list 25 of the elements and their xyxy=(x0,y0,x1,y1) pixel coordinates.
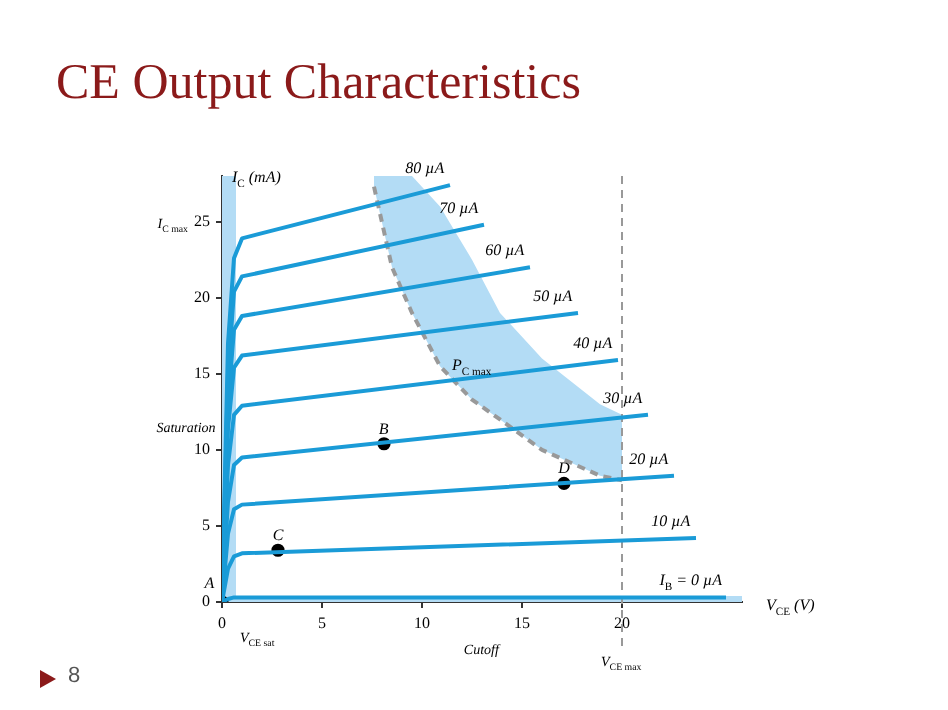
series-label: 30 µA xyxy=(601,388,643,407)
series-label: 80 µA xyxy=(405,159,445,178)
y-tick-label: 15 xyxy=(194,363,210,382)
y-tick-label: 0 xyxy=(202,592,210,611)
x-tick-label: 10 xyxy=(414,613,430,632)
x-tick-label: 15 xyxy=(514,613,530,632)
x-tick-label: 0 xyxy=(218,613,226,632)
annotation: D xyxy=(556,459,571,478)
y-tick-label: 25 xyxy=(194,211,210,230)
text: 8 xyxy=(68,664,81,688)
y-tick-label: 20 xyxy=(194,287,210,306)
series-label: 70 µA xyxy=(439,198,479,217)
y-tick-label: 5 xyxy=(202,516,210,535)
series-label: 50 µA xyxy=(533,286,573,305)
annotation: C xyxy=(272,526,285,545)
annotation: B xyxy=(378,419,389,438)
x-tick-label: 5 xyxy=(318,613,326,632)
chart-title: CE Output Characteristics xyxy=(56,56,581,112)
series-label: 20 µA xyxy=(629,449,669,468)
x-tick-label: 20 xyxy=(614,613,630,632)
series-label: 60 µA xyxy=(485,241,525,260)
series-label: 10 µA xyxy=(651,512,691,531)
y-tick-label: 10 xyxy=(194,440,210,459)
series-label: 40 µA xyxy=(573,334,613,353)
annotation: A xyxy=(202,574,215,592)
